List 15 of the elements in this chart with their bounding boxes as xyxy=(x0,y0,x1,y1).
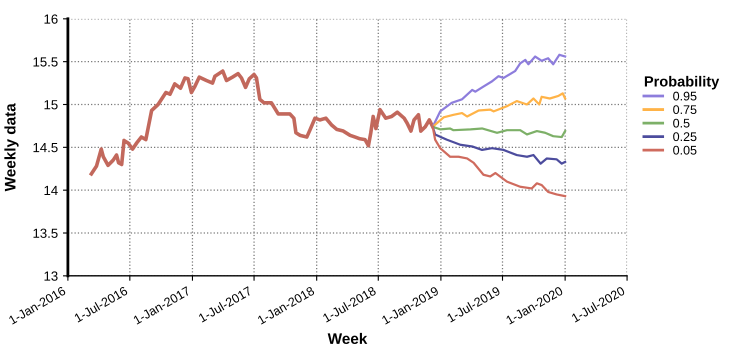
y-tick-label: 16 xyxy=(44,14,58,24)
legend-label: 0.95 xyxy=(673,92,696,101)
legend-label: 0.75 xyxy=(673,105,696,114)
legend-label: 0.25 xyxy=(673,132,696,142)
y-tick-label: 14.5 xyxy=(33,143,58,152)
legend-label: 0.05 xyxy=(673,146,696,155)
y-tick-label: 13 xyxy=(44,271,58,281)
y-tick-label: 13.5 xyxy=(33,228,58,238)
legend-label: 0.5 xyxy=(673,118,690,128)
y-tick-label: 14 xyxy=(44,186,58,195)
y-tick-label: 15.5 xyxy=(33,57,58,67)
y-axis-title: Weekly data xyxy=(4,103,19,192)
x-axis-title: Week xyxy=(328,332,368,344)
legend-title: Probability xyxy=(644,76,720,90)
y-tick-label: 15 xyxy=(44,100,58,110)
